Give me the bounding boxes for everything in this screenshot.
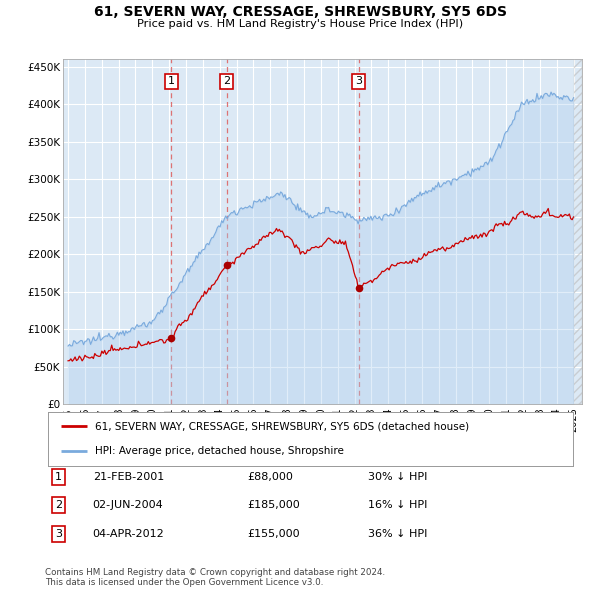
- Text: 30% ↓ HPI: 30% ↓ HPI: [368, 473, 428, 482]
- Text: 61, SEVERN WAY, CRESSAGE, SHREWSBURY, SY5 6DS (detached house): 61, SEVERN WAY, CRESSAGE, SHREWSBURY, SY…: [95, 421, 469, 431]
- Text: 3: 3: [55, 529, 62, 539]
- Text: 3: 3: [355, 77, 362, 86]
- Text: HPI: Average price, detached house, Shropshire: HPI: Average price, detached house, Shro…: [95, 447, 344, 457]
- Text: Price paid vs. HM Land Registry's House Price Index (HPI): Price paid vs. HM Land Registry's House …: [137, 19, 463, 30]
- Text: 16% ↓ HPI: 16% ↓ HPI: [368, 500, 428, 510]
- Text: 36% ↓ HPI: 36% ↓ HPI: [368, 529, 428, 539]
- Text: 1: 1: [55, 473, 62, 482]
- Text: £88,000: £88,000: [248, 473, 293, 482]
- Text: 04-APR-2012: 04-APR-2012: [92, 529, 164, 539]
- Text: £185,000: £185,000: [248, 500, 300, 510]
- Text: Contains HM Land Registry data © Crown copyright and database right 2024.
This d: Contains HM Land Registry data © Crown c…: [45, 568, 385, 587]
- Text: 1: 1: [168, 77, 175, 86]
- Text: £155,000: £155,000: [248, 529, 300, 539]
- Text: 02-JUN-2004: 02-JUN-2004: [92, 500, 163, 510]
- Text: 2: 2: [223, 77, 230, 86]
- Text: 2: 2: [55, 500, 62, 510]
- Text: 61, SEVERN WAY, CRESSAGE, SHREWSBURY, SY5 6DS: 61, SEVERN WAY, CRESSAGE, SHREWSBURY, SY…: [94, 5, 506, 19]
- Text: 21-FEB-2001: 21-FEB-2001: [92, 473, 164, 482]
